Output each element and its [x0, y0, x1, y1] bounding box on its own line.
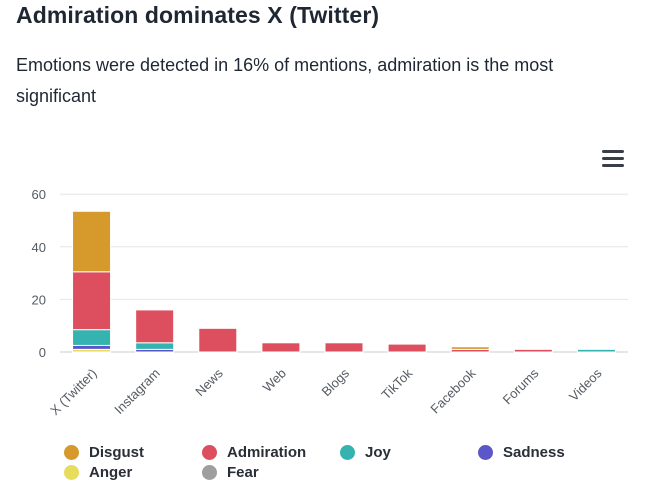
- legend-label: Sadness: [503, 443, 565, 461]
- bar-disgust: [72, 210, 112, 273]
- legend-label: Anger: [89, 463, 133, 481]
- y-tick-label: 60: [32, 187, 46, 202]
- legend-marker: [64, 464, 79, 480]
- bar-admiration: [72, 271, 112, 331]
- legend-label: Admiration: [227, 443, 307, 461]
- legend-item-disgust[interactable]: Disgust: [64, 442, 144, 462]
- x-tick-label: Blogs: [319, 365, 353, 399]
- x-tick-label: Web: [260, 366, 289, 395]
- chart-title: Admiration dominates X (Twitter): [16, 2, 380, 28]
- legend-marker: [202, 444, 217, 460]
- legend-item-sadness[interactable]: Sadness: [478, 442, 565, 462]
- legend-marker: [478, 444, 493, 460]
- hamburger-menu-icon[interactable]: [602, 150, 624, 168]
- legend-marker: [64, 444, 79, 460]
- bar-admiration: [324, 342, 364, 353]
- bar-admiration: [513, 348, 553, 353]
- x-tick-label: News: [192, 365, 226, 399]
- legend-item-fear[interactable]: Fear: [202, 462, 259, 482]
- bar-admiration: [135, 309, 175, 344]
- x-tick-label: Instagram: [111, 366, 162, 417]
- x-tick-label: Forums: [500, 365, 542, 407]
- bar-admiration: [261, 342, 301, 353]
- legend-marker: [340, 444, 355, 460]
- y-tick-label: 20: [32, 292, 46, 307]
- y-tick-label: 40: [32, 240, 46, 255]
- chart-legend: Disgust Admiration Joy Sadness Anger Fea…: [64, 442, 624, 486]
- legend-item-admiration[interactable]: Admiration: [202, 442, 306, 462]
- bar-disgust: [450, 346, 490, 350]
- y-tick-label: 0: [39, 345, 46, 360]
- bar-joy: [576, 348, 616, 353]
- bar-admiration: [198, 327, 238, 353]
- x-tick-label: Videos: [566, 365, 605, 404]
- bar-joy: [72, 329, 112, 346]
- legend-item-anger[interactable]: Anger: [64, 462, 132, 482]
- x-tick-label: Facebook: [427, 365, 478, 416]
- bar-joy: [135, 342, 175, 350]
- legend-label: Joy: [365, 443, 391, 461]
- legend-label: Fear: [227, 463, 259, 481]
- x-tick-label: X (Twitter): [47, 366, 99, 418]
- x-tick-label: TikTok: [378, 365, 415, 402]
- bar-sadness: [72, 344, 112, 350]
- bar-admiration: [387, 343, 427, 353]
- legend-item-joy[interactable]: Joy: [340, 442, 391, 462]
- legend-label: Disgust: [89, 443, 145, 461]
- stacked-bar-chart: 0 20 40 60 X (Twitter) Instagram News Web Blogs T…: [32, 187, 628, 418]
- legend-marker: [202, 464, 217, 480]
- chart-subtitle: Emotions were detected in 16% of mention…: [16, 55, 554, 106]
